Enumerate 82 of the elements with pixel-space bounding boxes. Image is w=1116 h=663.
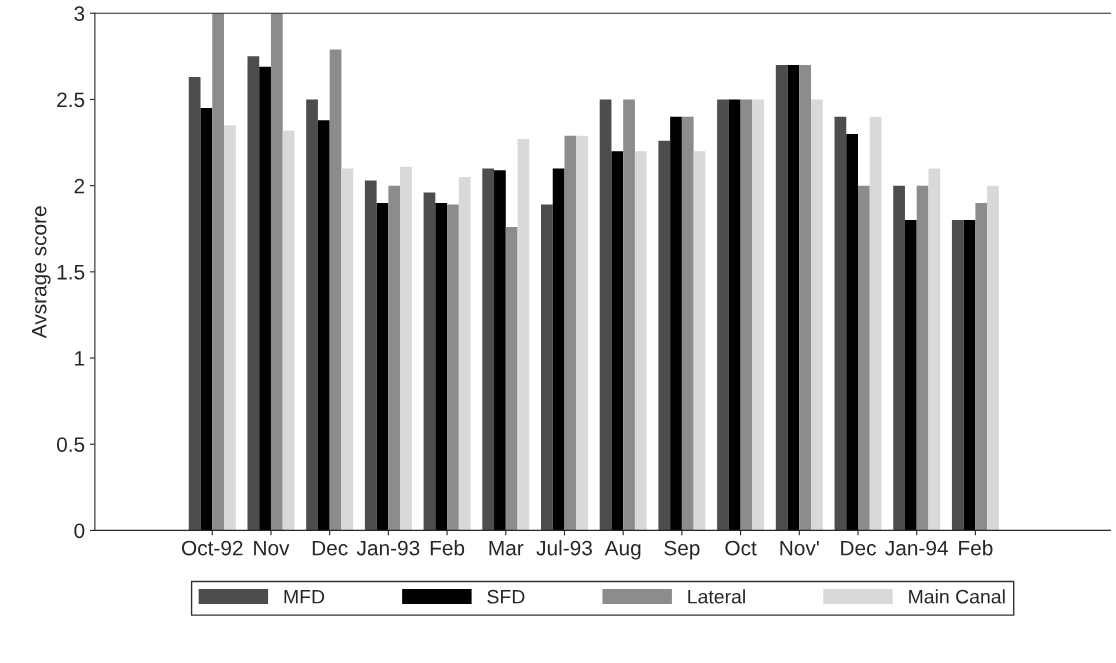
bar [681, 116, 694, 531]
bar [634, 151, 647, 531]
bar [611, 151, 624, 531]
y-axis-title: Avsrage score [31, 206, 51, 339]
bar [564, 135, 577, 531]
bar [270, 13, 283, 531]
x-tick-label: Feb [959, 540, 993, 556]
y-tick-label: 0 [74, 523, 85, 539]
bar [505, 227, 518, 531]
bar [963, 220, 976, 531]
bar [306, 99, 318, 531]
bar [740, 99, 753, 531]
bar [752, 99, 765, 531]
bar [693, 151, 706, 531]
bar [658, 140, 671, 531]
x-tick-label: Nov [254, 540, 290, 556]
bar [188, 77, 201, 531]
bar [212, 13, 225, 531]
bar [951, 220, 964, 531]
bar [388, 185, 401, 531]
x-tick-label: Oct-92 [181, 540, 243, 556]
x-tick-label: Nov' [780, 540, 819, 556]
bar [728, 99, 741, 531]
legend-label: MFD [284, 589, 325, 604]
bar [541, 204, 553, 531]
bar [447, 204, 459, 531]
bar [423, 192, 436, 531]
bar [599, 99, 612, 531]
bar [552, 168, 565, 531]
legend-label: Main Canal [909, 589, 1005, 604]
bar [200, 108, 213, 531]
x-tick-label: Mar [489, 540, 524, 556]
bar [928, 168, 941, 531]
bar [869, 116, 882, 531]
x-tick-label: Jan-94 [885, 540, 948, 556]
bar [799, 64, 812, 531]
bar [893, 185, 905, 531]
bar [341, 168, 354, 531]
bar [846, 133, 858, 531]
legend-label: SFD [487, 589, 525, 604]
bar [717, 99, 729, 531]
y-tick-label: 2 [74, 178, 85, 194]
legend-label: Lateral [688, 589, 745, 604]
x-tick-label: Feb [430, 540, 465, 556]
bar [623, 99, 635, 531]
x-tick-label: Dec [841, 540, 876, 556]
bar [975, 202, 988, 531]
bar [494, 170, 506, 531]
x-tick-label: Aug [604, 540, 641, 560]
bar [670, 116, 682, 531]
bar [259, 66, 271, 531]
y-tick-label: 2.5 [57, 92, 85, 108]
x-tick-label: Dec [312, 540, 348, 556]
bar [376, 202, 389, 531]
bar [224, 125, 236, 531]
bar [317, 120, 330, 531]
bar [811, 99, 823, 531]
bar [787, 64, 800, 531]
y-tick-label: 1 [75, 351, 85, 366]
bar [282, 130, 295, 531]
bar [435, 202, 448, 531]
bar [987, 185, 999, 531]
y-tick-label: 0.5 [56, 437, 85, 452]
x-tick-label: Sep [664, 540, 700, 560]
bar [482, 168, 495, 531]
x-tick-label: Oct [725, 540, 757, 556]
bar [775, 64, 788, 531]
bar [329, 49, 342, 531]
bar [364, 180, 377, 531]
bar [916, 185, 929, 531]
bar [517, 139, 530, 531]
y-tick-label: 3 [74, 6, 85, 22]
bar [904, 220, 917, 531]
y-tick-label: 1.5 [57, 265, 85, 280]
bar [834, 116, 847, 531]
x-tick-label: Jul-93 [536, 540, 592, 556]
bar [858, 185, 870, 531]
bar [247, 56, 260, 531]
x-tick-label: Jan-93 [356, 540, 420, 556]
bar [458, 177, 471, 531]
bar [400, 166, 412, 531]
bar [576, 135, 588, 531]
